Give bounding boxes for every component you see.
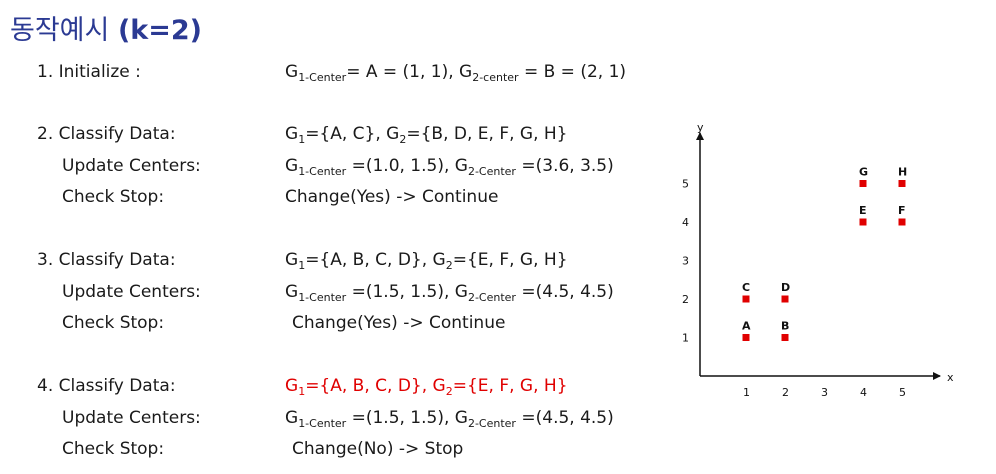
- data-point-c: [742, 295, 750, 303]
- data-point-b: [781, 334, 789, 341]
- point-label-h: H: [898, 166, 907, 179]
- step1-init-line: G1-Center= A = (1, 1), G2-center = B = (…: [285, 62, 627, 84]
- step3-classify-line: G1={A, B, C, D}, G2={E, F, G, H}: [285, 250, 568, 272]
- title-k: (k=2): [117, 15, 203, 46]
- data-point-a: [742, 334, 750, 341]
- point-label-b: B: [781, 320, 789, 333]
- y-tick-label: 2: [682, 293, 689, 306]
- point-label-e: E: [859, 204, 867, 217]
- y-tick-label: 3: [682, 255, 689, 268]
- step3-update-label: Update Centers:: [62, 282, 201, 302]
- point-label-g: G: [859, 166, 868, 179]
- x-tick-label: 1: [743, 386, 750, 399]
- step2-update-line: G1-Center =(1.0, 1.5), G2-Center =(3.6, …: [285, 156, 614, 178]
- step3-update-line: G1-Center =(1.5, 1.5), G2-Center =(4.5, …: [285, 282, 614, 304]
- y-tick-label: 1: [682, 332, 689, 345]
- point-label-f: F: [898, 204, 906, 217]
- x-tick-label: 4: [860, 386, 867, 399]
- step4-classify-label: 4. Classify Data:: [37, 376, 176, 396]
- step1-label: 1. Initialize :: [37, 62, 141, 82]
- page-title: 동작예시 (k=2): [10, 8, 202, 47]
- y-tick-label: 4: [682, 216, 689, 229]
- step2-update-label: Update Centers:: [62, 156, 201, 176]
- data-point-e: [859, 218, 867, 226]
- step4-update-label: Update Centers:: [62, 408, 201, 428]
- point-label-d: D: [781, 281, 790, 294]
- data-point-d: [781, 295, 789, 303]
- step3-classify-label: 3. Classify Data:: [37, 250, 176, 270]
- data-point-f: [898, 218, 906, 226]
- y-tick-label: 5: [682, 178, 689, 191]
- y-axis-label: y: [697, 121, 704, 134]
- x-axis-label: x: [947, 371, 954, 384]
- step3-check-line: Change(Yes) -> Continue: [292, 313, 506, 333]
- step2-check-line: Change(Yes) -> Continue: [285, 187, 499, 207]
- point-label-a: A: [742, 320, 751, 333]
- title-korean: 동작예시: [10, 15, 110, 46]
- x-tick-label: 5: [899, 386, 906, 399]
- step2-classify-label: 2. Classify Data:: [37, 124, 176, 144]
- step4-check-label: Check Stop:: [62, 439, 165, 459]
- data-point-g: [859, 180, 867, 187]
- step4-classify-line: G1={A, B, C, D}, G2={E, F, G, H}: [285, 376, 568, 398]
- point-label-c: C: [742, 281, 750, 294]
- step2-check-label: Check Stop:: [62, 187, 165, 207]
- step2-classify-line: G1={A, C}, G2={B, D, E, F, G, H}: [285, 124, 568, 146]
- step3-check-label: Check Stop:: [62, 313, 165, 333]
- step4-update-line: G1-Center =(1.5, 1.5), G2-Center =(4.5, …: [285, 408, 614, 430]
- x-tick-label: 2: [782, 386, 789, 399]
- step4-check-line: Change(No) -> Stop: [292, 439, 464, 459]
- x-tick-label: 3: [821, 386, 828, 399]
- data-point-h: [898, 180, 906, 187]
